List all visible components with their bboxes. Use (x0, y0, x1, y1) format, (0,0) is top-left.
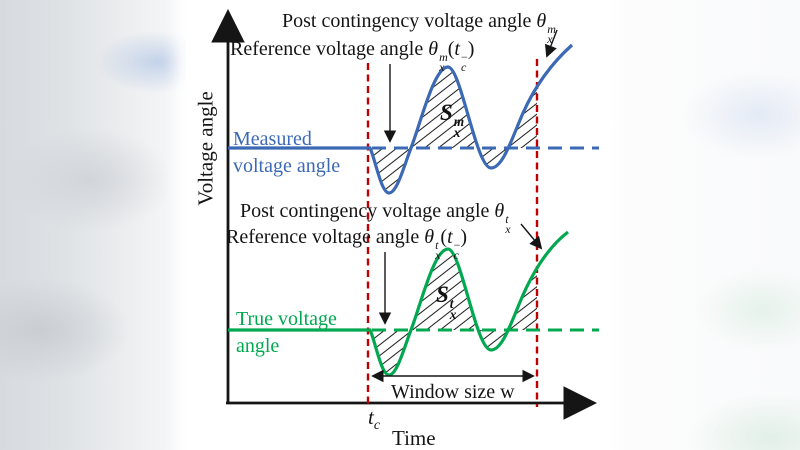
measured-series-label: Measured voltage angle (233, 128, 341, 177)
theta-symbol: θ (428, 38, 439, 60)
x-axis-label: Time (392, 426, 436, 450)
true-series-label: True voltage angle (236, 308, 337, 357)
tc-label: tc (368, 405, 381, 434)
supsub: − c (460, 50, 468, 74)
y-axis-label: Voltage angle (193, 91, 218, 206)
theta-symbol: θ (424, 226, 435, 248)
label-reference-measured: Reference voltage angle θ m x (t − c) (230, 38, 475, 74)
label-text: Post contingency voltage angle (282, 10, 537, 32)
label-text: Reference voltage angle (226, 226, 425, 248)
arrow-post-contingency-measured (544, 29, 558, 58)
arrow-post-contingency-true (520, 223, 543, 250)
theta-symbol: θ (494, 200, 505, 222)
measured-curve (228, 43, 574, 195)
window-size-label: Window size w (391, 381, 515, 403)
hatched-area-measured (370, 67, 537, 193)
label-text: Reference voltage angle (230, 38, 429, 60)
hatched-area-true (370, 249, 537, 375)
theta-symbol: θ (536, 10, 547, 32)
t-symbol: t (447, 226, 453, 248)
supsub: − c (453, 238, 461, 262)
label-reference-true: Reference voltage angle θ t x (t − c) (226, 226, 468, 262)
label-text: Post contingency voltage angle (240, 200, 495, 222)
t-symbol: t (454, 38, 460, 60)
